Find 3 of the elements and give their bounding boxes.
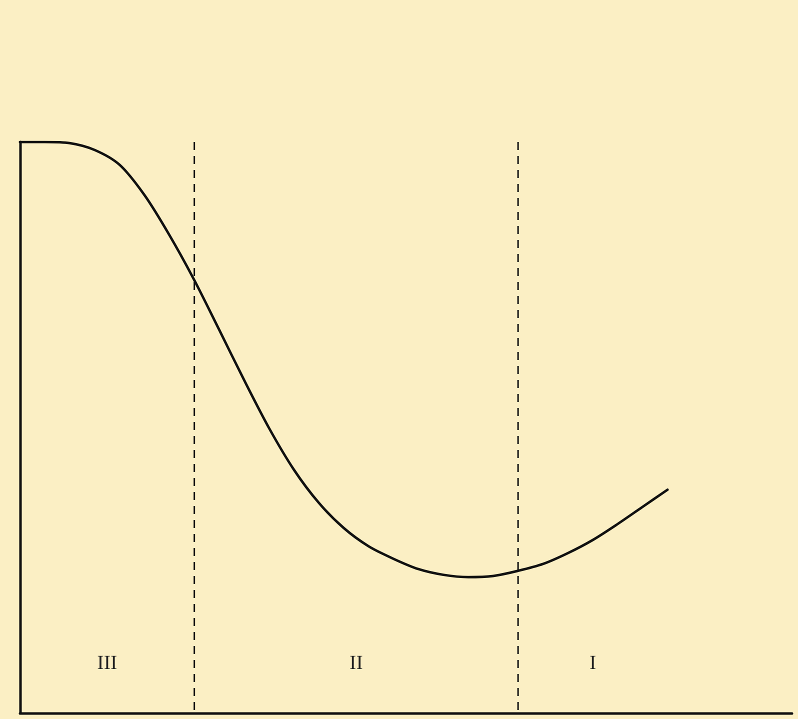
annotation: I	[589, 652, 596, 674]
annotation: III	[97, 652, 118, 674]
annotation: II	[350, 652, 363, 674]
